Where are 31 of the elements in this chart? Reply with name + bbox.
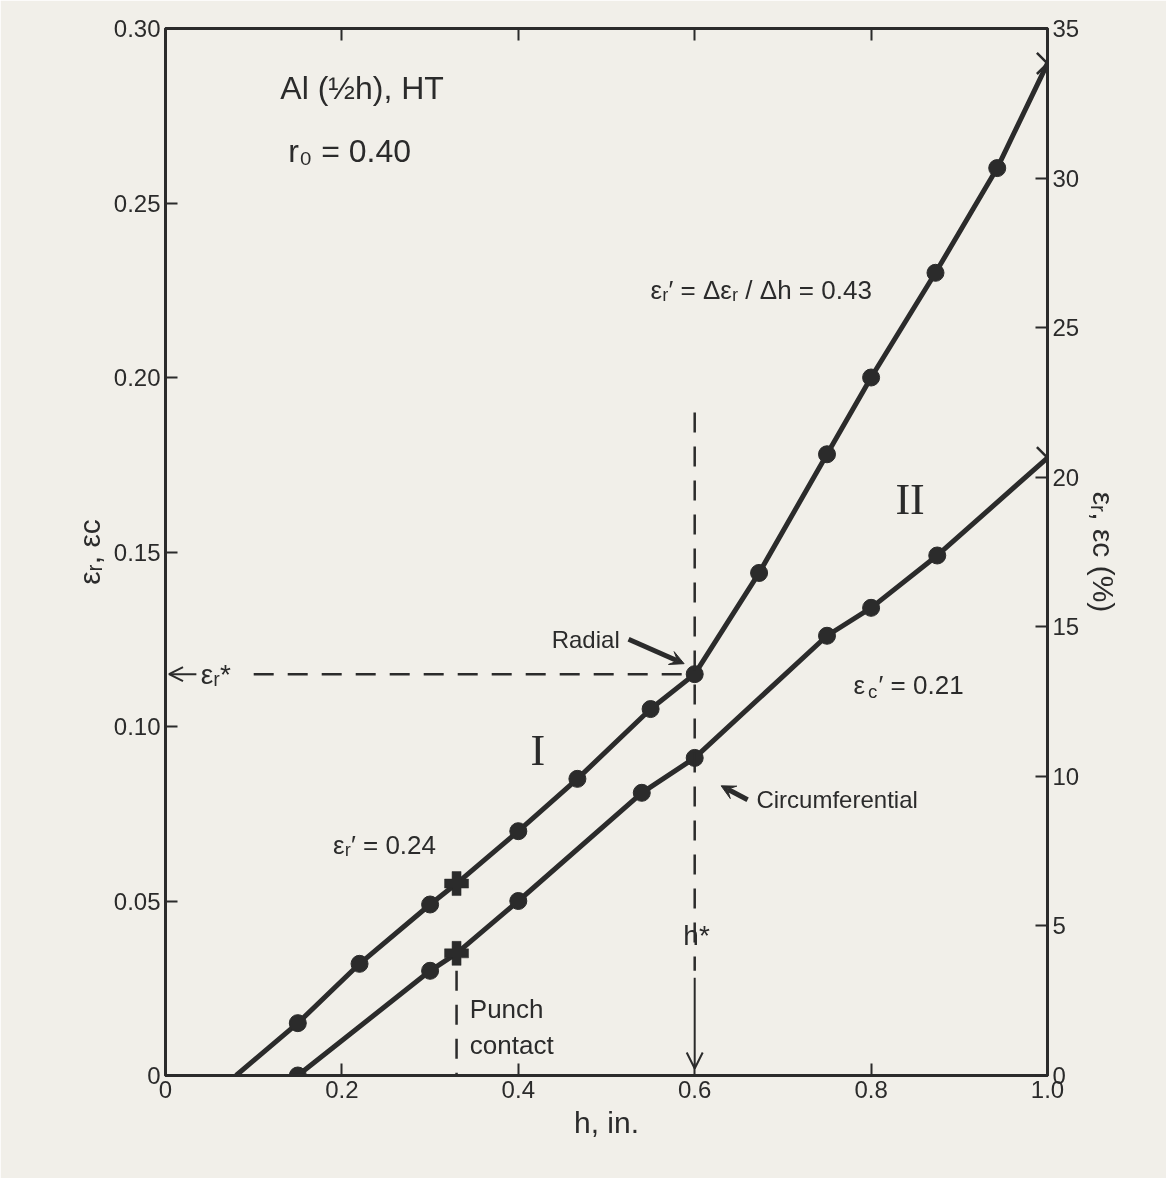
- legend-label: Circumferential: [756, 786, 918, 814]
- y-tick-label: 0.15: [113, 538, 161, 566]
- x-tick-label: 0.6: [678, 1075, 712, 1103]
- x-axis-title: h, in.: [573, 1105, 640, 1139]
- y-axis-title: εᵣ, εc: [72, 519, 106, 585]
- annotation: εᵣ*: [200, 658, 231, 690]
- annotation: εᵣ′ = Δεᵣ / Δh = 0.43: [650, 275, 872, 306]
- y2-tick-label: 35: [1052, 15, 1080, 42]
- annotation: I: [530, 726, 546, 776]
- annotation: Al (½h), HT: [280, 69, 444, 106]
- y2-axis-title: εᵣ, εc (%): [1087, 491, 1121, 613]
- y2-tick-label: 15: [1052, 613, 1080, 641]
- x-tick-label: 0.8: [854, 1075, 888, 1103]
- annotation: r₀ = 0.40: [288, 132, 412, 169]
- y2-tick-label: 25: [1052, 314, 1080, 342]
- y-tick-label: 0.20: [113, 364, 161, 391]
- y-tick-label: 0.25: [113, 189, 161, 217]
- text: Radial: [551, 625, 620, 653]
- y-tick-label: 0.05: [113, 887, 161, 915]
- annotation: Punch contact: [469, 993, 555, 1060]
- annotation: h*: [683, 920, 710, 952]
- annotation: II: [895, 475, 925, 525]
- annotation: εᵣ′ = 0.24: [333, 830, 437, 861]
- x-tick-label: 0.2: [325, 1075, 359, 1103]
- y2-tick-label: 20: [1052, 463, 1080, 491]
- y2-tick-label: 30: [1052, 164, 1080, 192]
- y-tick-label: 0.10: [113, 713, 161, 740]
- y-tick-label: 0.30: [113, 15, 161, 42]
- y2-tick-label: 10: [1052, 762, 1080, 790]
- y2-tick-label: 5: [1052, 912, 1066, 940]
- x-tick-label: 0.4: [501, 1075, 535, 1103]
